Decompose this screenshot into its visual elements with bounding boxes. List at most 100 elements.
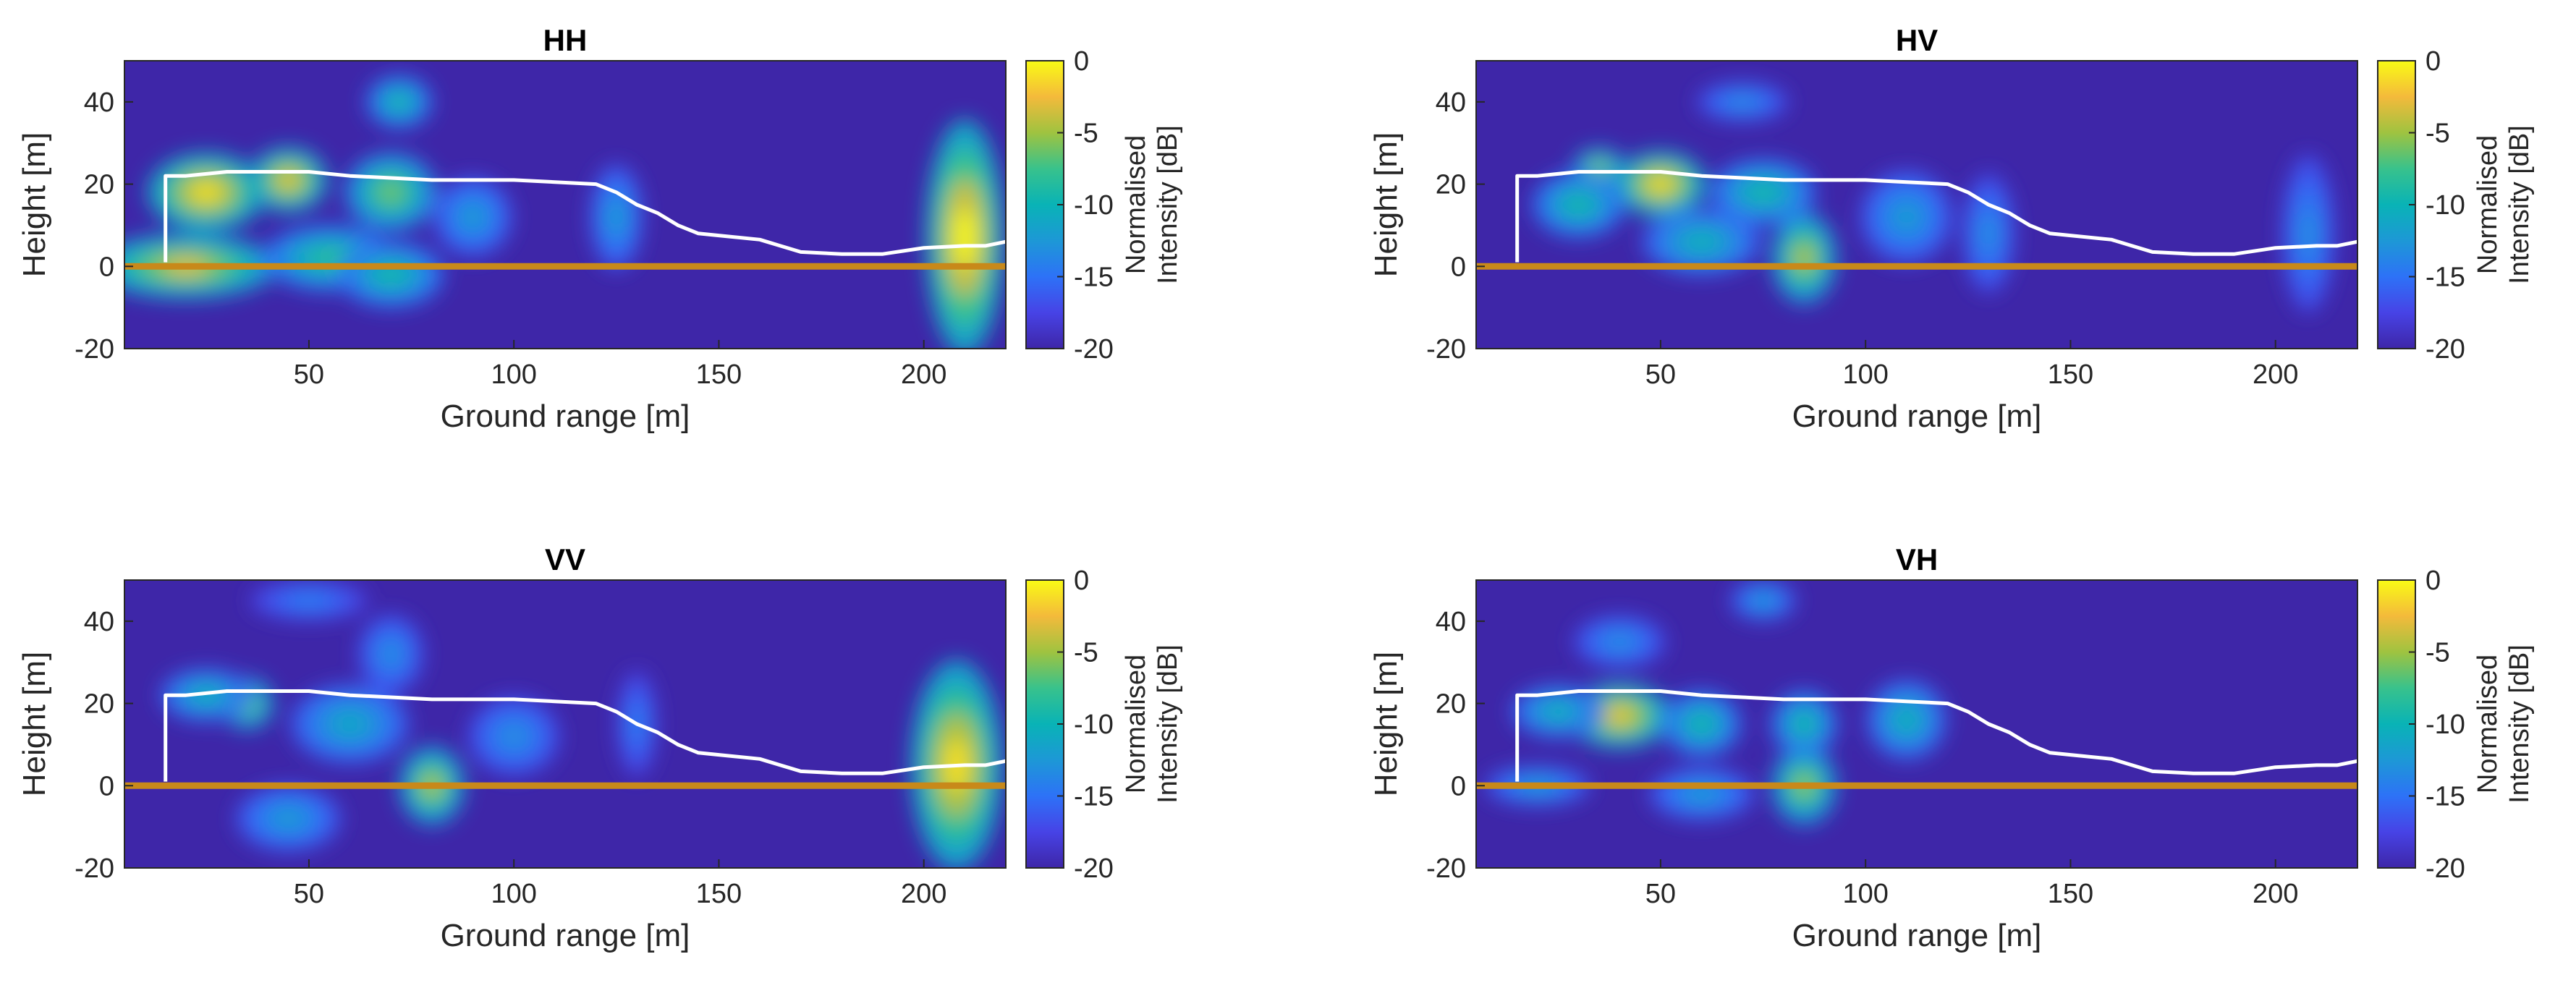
y-tick-label: -20 bbox=[75, 334, 114, 365]
x-tick-label: 100 bbox=[491, 879, 536, 909]
x-tick-label: 200 bbox=[2253, 359, 2298, 390]
colorbar-tick-label: -20 bbox=[2425, 853, 2465, 884]
heatmap-intensity bbox=[160, 581, 1003, 868]
x-axis-label: Ground range [m] bbox=[441, 399, 690, 434]
intensity-blob bbox=[1606, 707, 1633, 724]
intensity-blob bbox=[1567, 196, 1590, 213]
intensity-blob bbox=[2301, 213, 2316, 254]
intensity-blob bbox=[1795, 715, 1813, 733]
intensity-blob bbox=[1894, 205, 1918, 229]
colorbar-label-line1: Normalised bbox=[2473, 655, 2503, 793]
intensity-blob bbox=[279, 171, 299, 189]
y-tick-label: 0 bbox=[1451, 252, 1466, 282]
intensity-blob bbox=[1649, 176, 1672, 192]
colorbar-tick-label: -15 bbox=[2425, 263, 2465, 293]
colorbar-tick-label: -10 bbox=[1074, 190, 1114, 221]
x-tick-label: 150 bbox=[2048, 359, 2093, 390]
colorbar-tick-label: -5 bbox=[2425, 638, 2450, 668]
x-tick-label: 150 bbox=[696, 359, 742, 390]
y-axis-label: Height [m] bbox=[17, 132, 52, 278]
x-axis-label: Ground range [m] bbox=[1792, 399, 2042, 434]
panel-title: VV bbox=[545, 542, 585, 576]
intensity-blob bbox=[379, 182, 403, 203]
colorbar-label-line1: Normalised bbox=[2473, 135, 2503, 274]
colorbar-label-line2: Intensity [dB] bbox=[2504, 644, 2535, 804]
y-tick-label: -20 bbox=[1426, 334, 1466, 365]
intensity-blob bbox=[462, 207, 483, 227]
colorbar-tick-label: -20 bbox=[2425, 334, 2465, 365]
intensity-blob bbox=[1692, 715, 1712, 733]
x-tick-label: 100 bbox=[491, 359, 536, 390]
plot-frame bbox=[1475, 579, 2358, 869]
intensity-blob bbox=[191, 182, 221, 203]
colorbar-tick-label: 0 bbox=[1074, 566, 1089, 596]
intensity-blob bbox=[1688, 787, 1715, 801]
y-tick-label: 20 bbox=[1436, 170, 1466, 200]
intensity-blob bbox=[1731, 97, 1755, 107]
heatmap-intensity bbox=[1533, 82, 2335, 312]
x-tick-label: 200 bbox=[901, 879, 946, 909]
colorbar-tick-label: -5 bbox=[1074, 119, 1098, 149]
y-tick-label: 40 bbox=[1436, 88, 1466, 118]
intensity-blob bbox=[1608, 635, 1632, 649]
x-axis-label: Ground range [m] bbox=[1792, 918, 2042, 953]
colorbar-label-line1: Normalised bbox=[1121, 135, 1151, 274]
y-tick-label: 20 bbox=[84, 689, 114, 720]
intensity-blob bbox=[1687, 233, 1717, 250]
y-axis-label: Height [m] bbox=[1368, 652, 1404, 797]
x-tick-label: 50 bbox=[1645, 359, 1676, 390]
y-tick-label: -20 bbox=[75, 853, 114, 884]
intensity-blob bbox=[313, 250, 346, 267]
surface-height-line bbox=[1515, 689, 2357, 782]
intensity-blob bbox=[382, 644, 399, 664]
x-tick-label: 200 bbox=[2253, 879, 2298, 909]
y-tick-label: -20 bbox=[1426, 853, 1466, 884]
colorbar-label-line2: Intensity [dB] bbox=[1153, 644, 1183, 804]
intensity-blob bbox=[1750, 184, 1776, 201]
x-tick-label: 150 bbox=[696, 879, 742, 909]
intensity-blob bbox=[1897, 710, 1917, 730]
colorbar-tick-label: 0 bbox=[2425, 566, 2441, 596]
intensity-blob bbox=[1546, 704, 1570, 719]
plot-frame bbox=[1475, 60, 2358, 349]
panel-title: HV bbox=[1896, 23, 1938, 57]
x-tick-label: 100 bbox=[1842, 359, 1888, 390]
colorbar-label-line1: Normalised bbox=[1121, 655, 1151, 793]
colorbar-tick-label: -20 bbox=[1074, 853, 1114, 884]
y-tick-label: 20 bbox=[1436, 689, 1466, 720]
surface-height-line bbox=[1515, 170, 2357, 263]
intensity-blob bbox=[275, 810, 302, 827]
colorbar-tick-label: -15 bbox=[1074, 263, 1114, 293]
plot-frame bbox=[124, 579, 1007, 869]
intensity-blob bbox=[502, 726, 526, 746]
intensity-blob bbox=[335, 714, 365, 734]
x-tick-label: 50 bbox=[294, 359, 324, 390]
surface-height-line bbox=[164, 170, 1006, 263]
x-tick-label: 50 bbox=[1645, 879, 1676, 909]
y-axis-label: Height [m] bbox=[17, 652, 52, 797]
y-tick-label: 0 bbox=[1451, 771, 1466, 801]
colorbar-label-line2: Intensity [dB] bbox=[2504, 125, 2535, 284]
colorbar-tick-label: 0 bbox=[1074, 46, 1089, 77]
x-axis-label: Ground range [m] bbox=[441, 918, 690, 953]
intensity-blob bbox=[391, 95, 407, 108]
colorbar-label-line2: Intensity [dB] bbox=[1153, 125, 1183, 284]
intensity-blob bbox=[609, 203, 623, 231]
panel-title: HH bbox=[543, 23, 588, 57]
colorbar-tick-label: -15 bbox=[1074, 782, 1114, 812]
colorbar-tick-label: -5 bbox=[2425, 119, 2450, 149]
x-tick-label: 150 bbox=[2048, 879, 2093, 909]
colorbar-tick-label: -10 bbox=[1074, 710, 1114, 740]
y-tick-label: 40 bbox=[84, 88, 114, 118]
y-tick-label: 40 bbox=[1436, 607, 1466, 637]
y-tick-label: 20 bbox=[84, 170, 114, 200]
colorbar-tick-label: 0 bbox=[2425, 46, 2441, 77]
y-tick-label: 0 bbox=[99, 252, 114, 282]
colorbar-tick-label: -20 bbox=[1074, 334, 1114, 365]
